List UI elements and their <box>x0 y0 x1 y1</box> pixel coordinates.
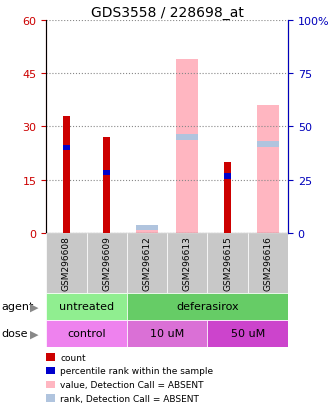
Bar <box>167 233 208 293</box>
Text: value, Detection Call = ABSENT: value, Detection Call = ABSENT <box>60 380 204 389</box>
Bar <box>176 135 198 140</box>
Bar <box>63 146 70 151</box>
Bar <box>224 162 231 233</box>
Bar <box>257 106 279 233</box>
Text: agent: agent <box>2 301 34 312</box>
Bar <box>87 233 127 293</box>
Text: GSM296608: GSM296608 <box>62 236 71 291</box>
Text: ▶: ▶ <box>30 328 39 339</box>
Bar <box>127 320 208 347</box>
Text: GSM296613: GSM296613 <box>183 236 192 291</box>
Bar <box>208 233 248 293</box>
Bar <box>103 171 110 176</box>
Text: 10 uM: 10 uM <box>150 328 184 339</box>
Text: percentile rank within the sample: percentile rank within the sample <box>60 366 213 375</box>
Text: GSM296609: GSM296609 <box>102 236 111 291</box>
Bar <box>257 142 279 147</box>
Bar <box>63 116 70 233</box>
Text: control: control <box>67 328 106 339</box>
Bar <box>136 228 158 233</box>
Text: ▶: ▶ <box>30 301 39 312</box>
Bar <box>103 138 110 233</box>
Bar <box>176 59 198 233</box>
Bar <box>127 233 167 293</box>
Bar <box>46 320 127 347</box>
Text: GSM296615: GSM296615 <box>223 236 232 291</box>
Bar <box>248 233 288 293</box>
Text: count: count <box>60 353 86 362</box>
Bar <box>224 174 231 179</box>
Title: GDS3558 / 228698_at: GDS3558 / 228698_at <box>91 6 244 20</box>
Text: GSM296612: GSM296612 <box>143 236 152 291</box>
Text: 50 uM: 50 uM <box>231 328 265 339</box>
Text: dose: dose <box>2 328 28 339</box>
Bar <box>208 320 288 347</box>
Bar <box>46 233 87 293</box>
Text: untreated: untreated <box>59 301 114 312</box>
Text: rank, Detection Call = ABSENT: rank, Detection Call = ABSENT <box>60 394 199 403</box>
Bar <box>136 225 158 231</box>
Bar <box>46 293 127 320</box>
Text: GSM296616: GSM296616 <box>263 236 272 291</box>
Bar <box>127 293 288 320</box>
Text: deferasirox: deferasirox <box>176 301 239 312</box>
